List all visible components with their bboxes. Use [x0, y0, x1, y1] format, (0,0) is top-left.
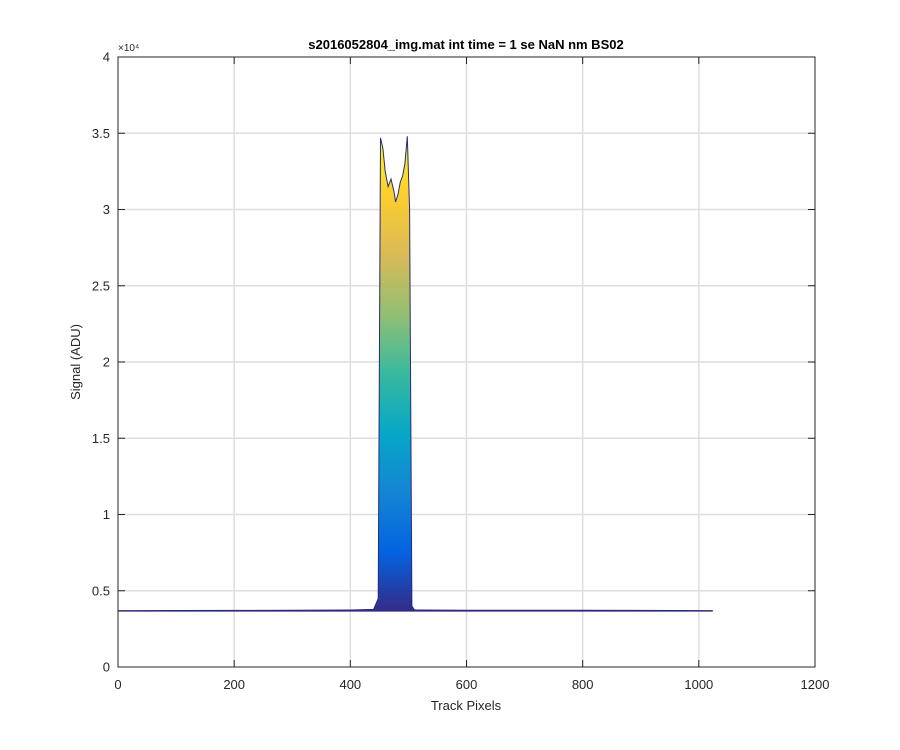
y-tick-label: 0 [103, 660, 110, 675]
y-axis-label: Signal (ADU) [68, 324, 83, 400]
grid-lines [118, 57, 815, 667]
ticks [117, 56, 816, 668]
chart-title: s2016052804_img.mat int time = 1 se NaN … [308, 37, 623, 52]
y-tick-label: 0.5 [92, 583, 110, 598]
y-tick-label: 3.5 [92, 126, 110, 141]
series-0-line [118, 136, 713, 612]
y-tick-label: 2 [103, 355, 110, 370]
x-tick-label: 800 [572, 677, 594, 692]
y-tick-label: 1.5 [92, 431, 110, 446]
y-tick-label: 3 [103, 202, 110, 217]
x-tick-label: 400 [339, 677, 361, 692]
y-tick-label: 1 [103, 507, 110, 522]
x-axis-label: Track Pixels [431, 698, 502, 713]
y-tick-label: 2.5 [92, 278, 110, 293]
y-exponent-label: ×10⁴ [118, 43, 139, 54]
tick-labels: 0 200 400 600 800 1000 1200 0 0.5 1 1.5 2 2.5 3 3.5 4 [92, 50, 830, 693]
y-tick-label: 4 [103, 50, 110, 65]
x-tick-label: 200 [223, 677, 245, 692]
x-tick-label: 0 [114, 677, 121, 692]
x-tick-label: 1200 [801, 677, 830, 692]
x-tick-label: 600 [456, 677, 478, 692]
data-layer [118, 136, 713, 612]
x-tick-label: 1000 [684, 677, 713, 692]
